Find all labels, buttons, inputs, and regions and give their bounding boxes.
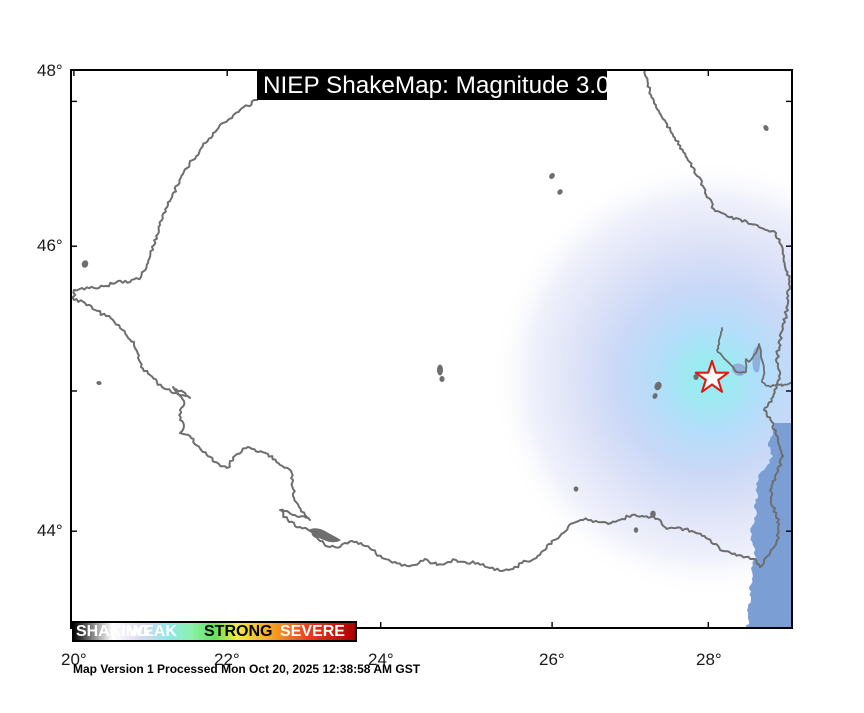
svg-text:WEAK: WEAK bbox=[128, 623, 177, 640]
svg-text:SEVERE: SEVERE bbox=[280, 623, 345, 640]
svg-text:NIEP ShakeMap: Magnitude 3.0: NIEP ShakeMap: Magnitude 3.0 bbox=[263, 72, 610, 99]
svg-text:STRONG: STRONG bbox=[204, 623, 272, 640]
